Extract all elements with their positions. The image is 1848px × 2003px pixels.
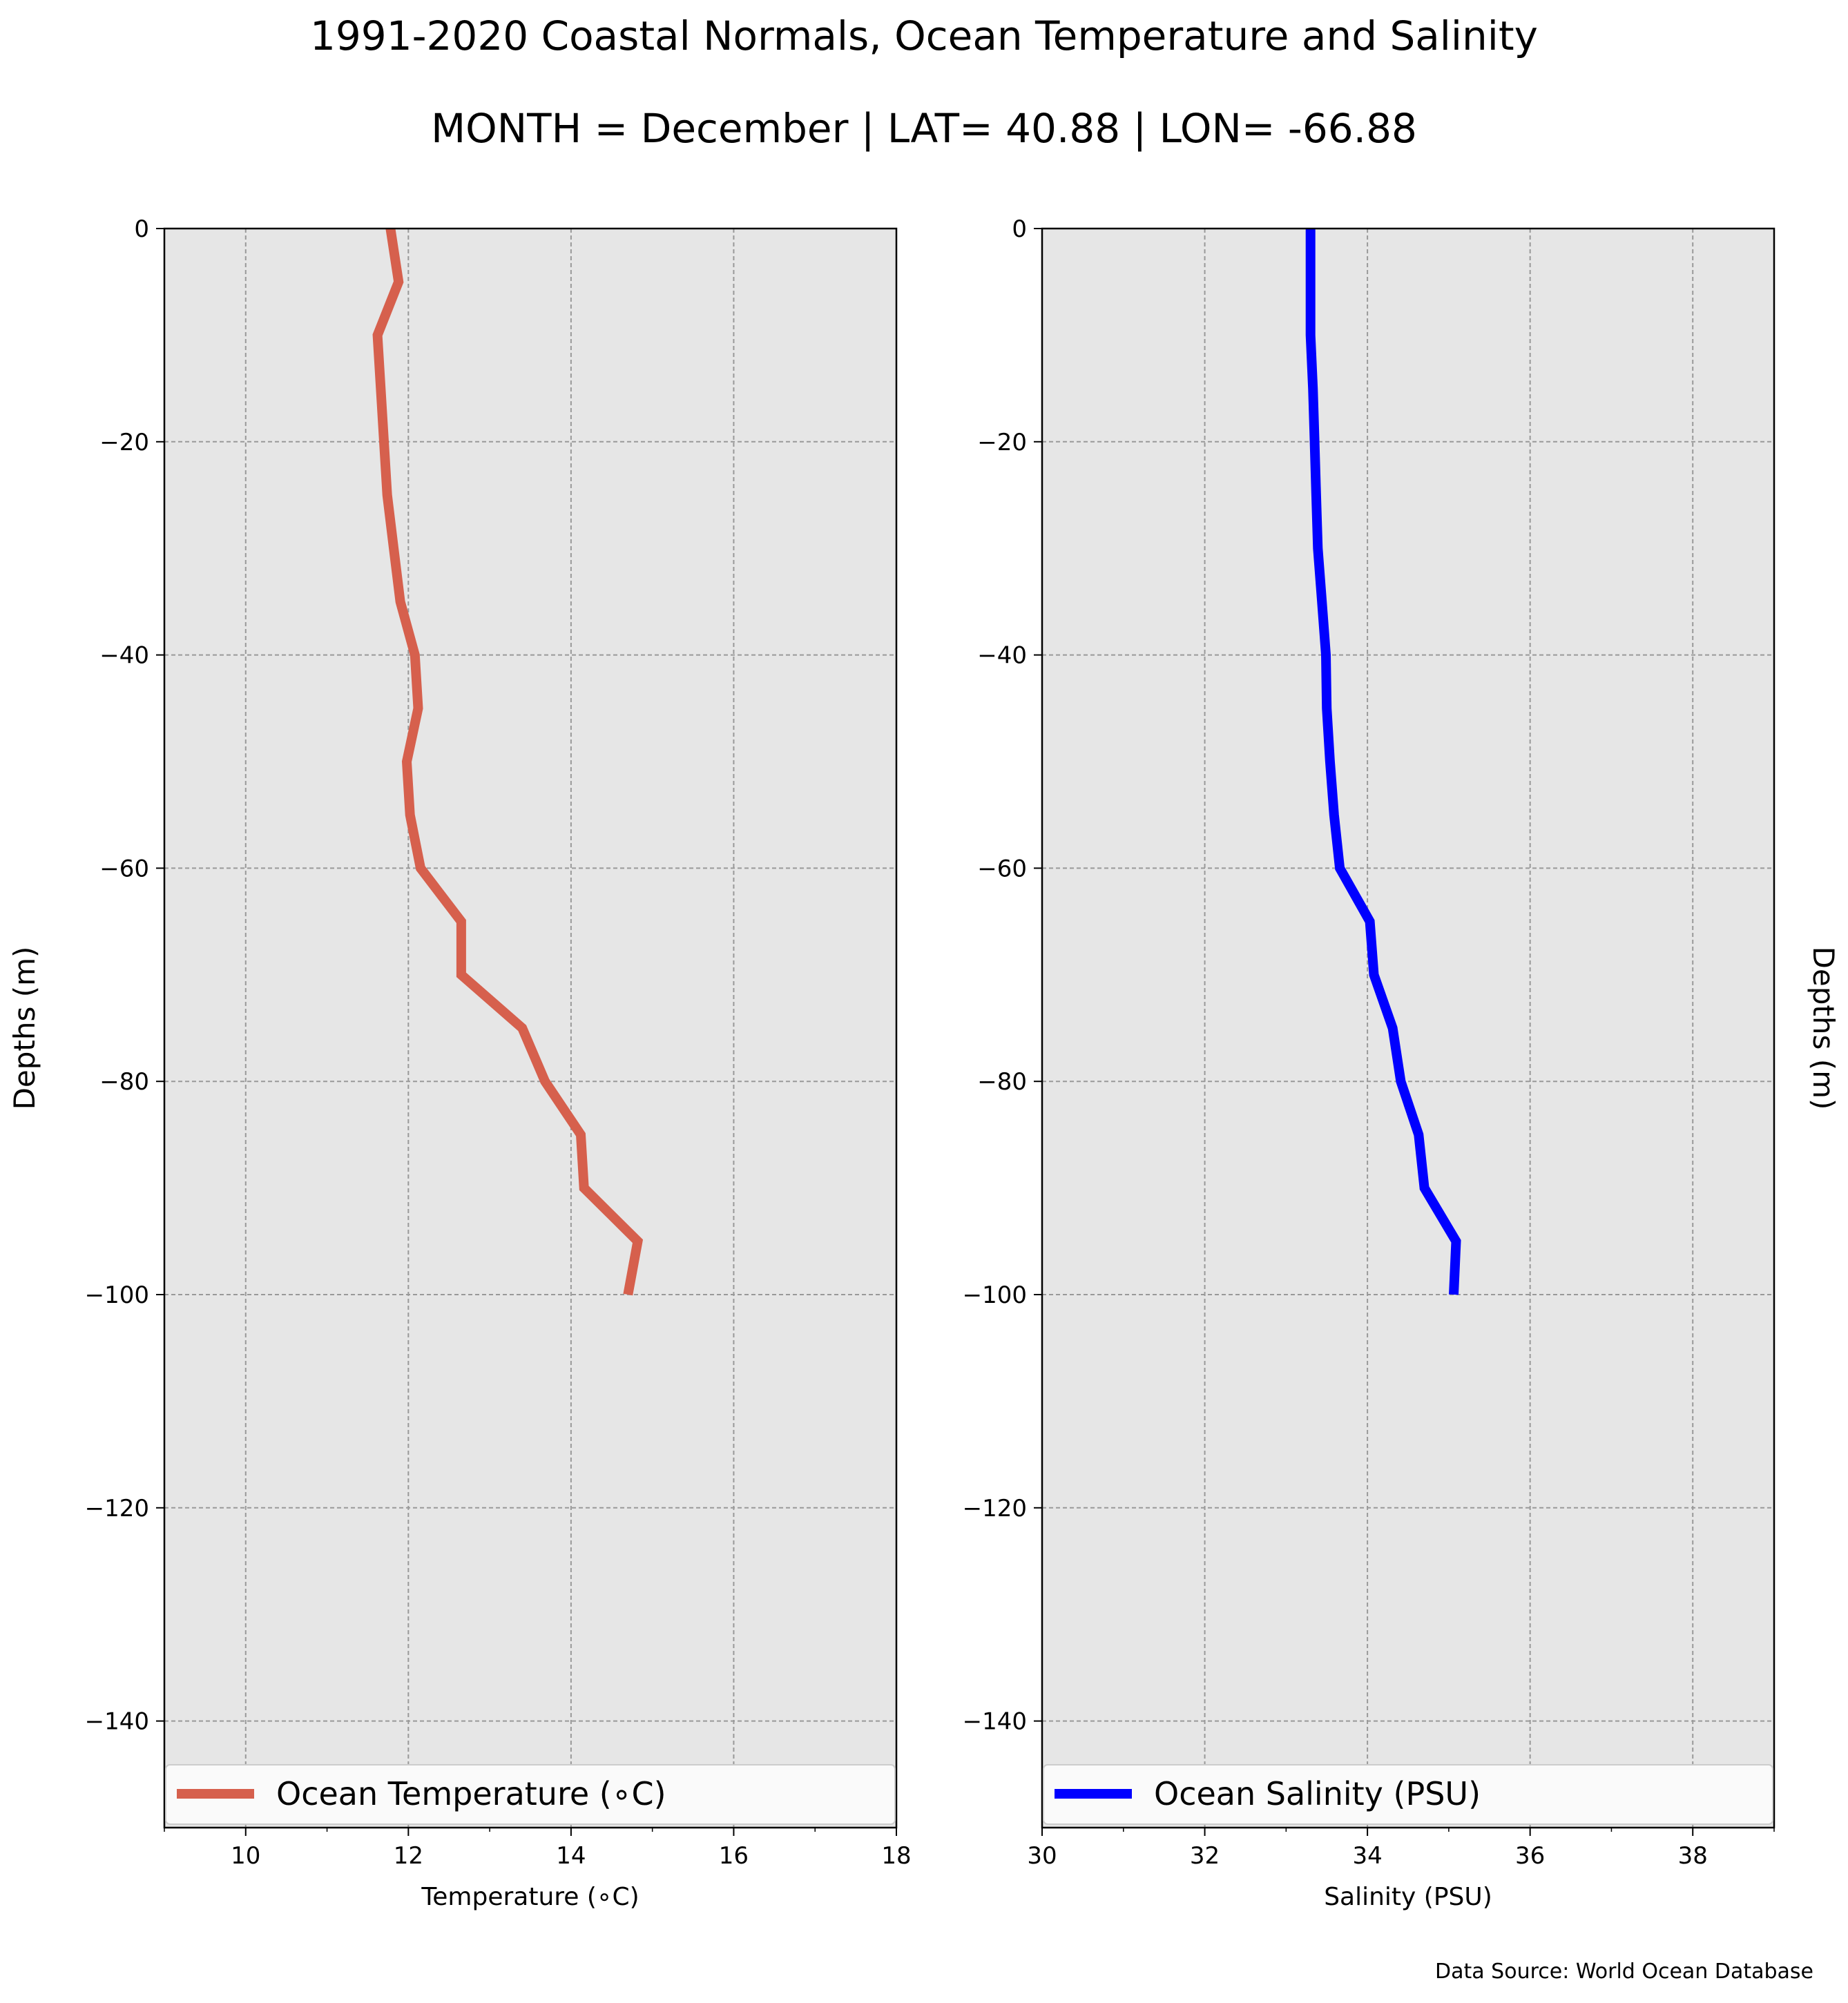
xtick-label: 16 (719, 1842, 749, 1870)
panel-salinity: 0 −20 −40 −60 −80 −100 −120 −140 30 32 34 36 38 Salin… (963, 215, 1840, 1911)
xtick-label: 10 (231, 1842, 260, 1870)
plot-area-temperature (164, 229, 896, 1828)
ytick-label: −100 (85, 1281, 149, 1309)
y-axis-label: Depths (m) (1807, 947, 1840, 1110)
xtick-label: 32 (1190, 1842, 1220, 1870)
xtick-label: 38 (1678, 1842, 1708, 1870)
legend-box (1043, 1764, 1773, 1825)
chart-title: 1991-2020 Coastal Normals, Ocean Tempera… (310, 12, 1538, 59)
ytick-label: −20 (977, 429, 1027, 456)
y-axis-label: Depths (m) (8, 947, 41, 1110)
xtick-label: 34 (1352, 1842, 1382, 1870)
xtick-label: 14 (556, 1842, 586, 1870)
series-line-salinity (1305, 229, 1461, 1295)
ytick-label: −140 (85, 1708, 149, 1736)
legend-label: Ocean Salinity (PSU) (1154, 1775, 1481, 1812)
chart-subtitle: MONTH = December | LAT= 40.88 | LON= -66… (431, 105, 1417, 152)
ytick-label: −120 (85, 1495, 149, 1522)
axes-frame-salinity (1041, 227, 1775, 1829)
ytick-label: −80 (99, 1068, 149, 1096)
ytick-label: −60 (977, 855, 1027, 882)
x-axis-label: Salinity (PSU) (1324, 1883, 1492, 1911)
xtick-label: 12 (394, 1842, 423, 1870)
ytick-label: −20 (99, 429, 149, 456)
xtick-label: 36 (1515, 1842, 1545, 1870)
legend-box (165, 1764, 896, 1825)
plot-area-salinity (1042, 229, 1774, 1828)
xtick-label: 30 (1027, 1842, 1057, 1870)
ytick-label: 0 (1012, 215, 1027, 243)
ytick-label: −100 (963, 1281, 1027, 1309)
legend-temperature: Ocean Temperature (∘C) (165, 1764, 896, 1825)
ytick-label: −80 (977, 1068, 1027, 1096)
data-source-note: Data Source: World Ocean Database (1435, 1960, 1813, 1984)
ytick-label: −60 (99, 855, 149, 882)
ytick-label: 0 (134, 215, 149, 243)
ytick-label: −120 (963, 1495, 1027, 1522)
ytick-label: −40 (977, 642, 1027, 670)
x-axis-label: Temperature (∘C) (421, 1883, 639, 1911)
xtick-label: 18 (881, 1842, 911, 1870)
series-line-temperature (372, 227, 644, 1296)
axes-frame-temperature (163, 227, 898, 1829)
legend-salinity: Ocean Salinity (PSU) (1043, 1764, 1773, 1825)
ytick-label: −40 (99, 642, 149, 670)
panel-temperature: 0 −20 −40 −60 −80 −100 −120 −140 10 12 14 16 18 Tempe… (8, 215, 912, 1911)
ytick-label: −140 (963, 1708, 1027, 1736)
legend-label: Ocean Temperature (∘C) (276, 1775, 666, 1812)
